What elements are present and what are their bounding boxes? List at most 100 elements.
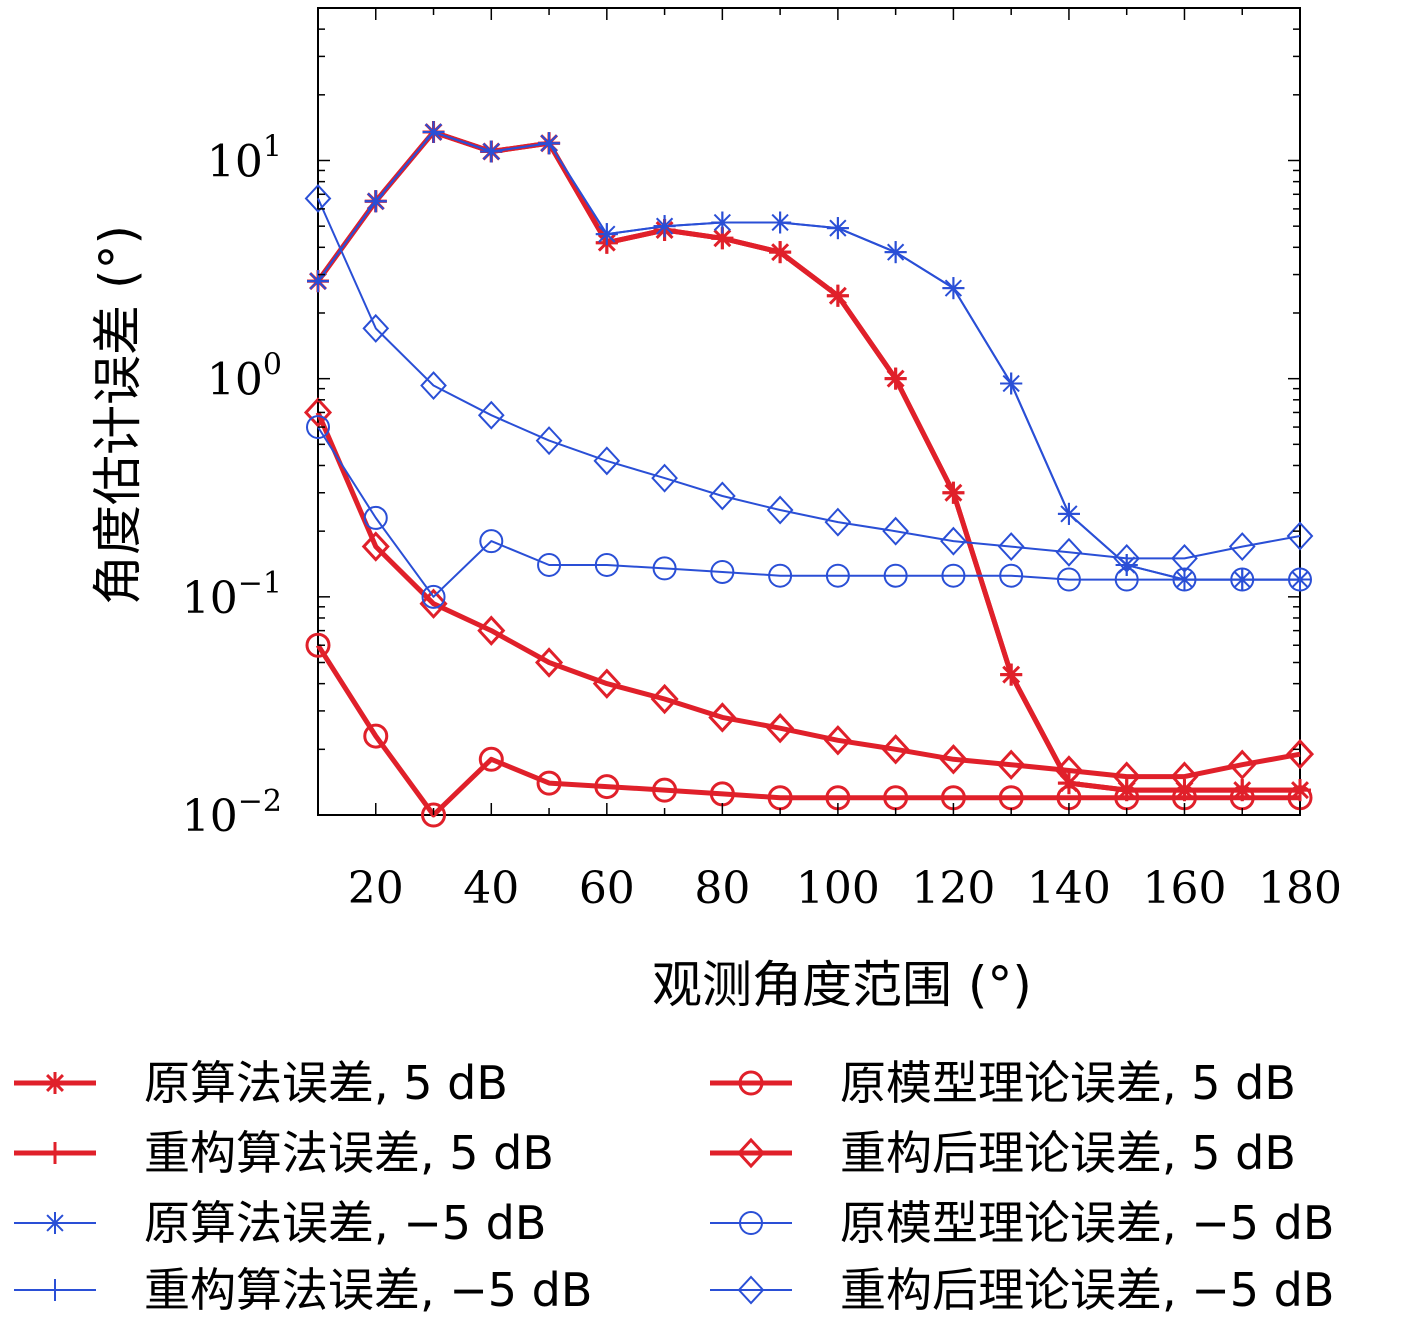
data-point (1056, 567, 1081, 592)
data-point (307, 270, 329, 293)
data-point (1055, 537, 1083, 567)
series-5 (305, 632, 1313, 828)
data-point (884, 241, 907, 264)
x-tick-label: 40 (463, 863, 519, 914)
legend-label: 原模型理论误差, −5 dB (840, 1196, 1334, 1250)
data-point (364, 190, 387, 213)
legend-label: 重构后理论误差, −5 dB (840, 1263, 1334, 1317)
data-point (1228, 749, 1257, 780)
y-tick-exponent: 0 (263, 348, 282, 383)
legend-marker (736, 1137, 766, 1169)
legend-item: 原模型理论误差, −5 dB (710, 1196, 1334, 1250)
data-point (652, 556, 677, 581)
data-point (480, 140, 503, 163)
data-point (650, 683, 679, 715)
legend-item: 原模型理论误差, 5 dB (710, 1056, 1296, 1110)
data-point (768, 563, 793, 588)
legend-label: 重构后理论误差, 5 dB (840, 1126, 1296, 1180)
legend: 原算法误差, 5 dB 重构算法误差, 5 dB 原算法误差, −5 dB 重构算法误… (14, 1056, 1334, 1317)
series-7 (306, 415, 1312, 609)
legend-item: 重构后理论误差, −5 dB (710, 1263, 1334, 1317)
data-point (594, 552, 619, 577)
legend-label: 原算法误差, 5 dB (144, 1056, 508, 1110)
data-point (477, 400, 505, 430)
data-point (942, 481, 965, 504)
data-point (1000, 372, 1023, 395)
y-tick-base: 10 (207, 136, 263, 187)
data-point (594, 774, 620, 800)
data-point (478, 746, 504, 772)
legend-marker (44, 1212, 66, 1234)
x-tick-label: 20 (348, 863, 404, 914)
data-point (652, 777, 678, 803)
plot-frame (317, 7, 1301, 816)
series-6 (303, 397, 1315, 792)
data-point (421, 584, 446, 609)
legend-label: 重构算法误差, 5 dB (144, 1126, 554, 1180)
data-point (766, 712, 795, 744)
data-point (1170, 761, 1199, 792)
y-tick-label: 10−1 (182, 566, 282, 624)
y-tick-label: 10−2 (182, 784, 282, 842)
data-point (1172, 567, 1197, 592)
data-point (653, 215, 676, 238)
y-tick-label: 101 (207, 129, 282, 187)
data-point (595, 223, 618, 246)
data-point (421, 802, 447, 828)
data-point (883, 563, 908, 588)
data-point (362, 313, 390, 343)
legend-label: 重构算法误差, −5 dB (144, 1263, 592, 1317)
data-point (826, 284, 849, 307)
data-point (823, 725, 852, 756)
data-point (1171, 543, 1198, 573)
x-tick-label: 140 (1027, 863, 1111, 914)
data-point (537, 552, 562, 577)
series-4 (307, 121, 1311, 591)
legend-marker (44, 1142, 66, 1164)
data-point (942, 277, 965, 300)
data-point (361, 531, 390, 562)
data-point (1285, 738, 1315, 770)
y-tick-exponent: −1 (238, 566, 282, 601)
data-point (303, 397, 333, 428)
data-point (939, 744, 968, 775)
legend-marker (738, 1070, 764, 1096)
series-line (317, 197, 1301, 560)
legend-item: 原算法误差, −5 dB (14, 1196, 546, 1250)
data-point (1230, 567, 1255, 592)
data-point (941, 563, 966, 588)
data-point (419, 588, 448, 619)
data-point (1286, 521, 1314, 551)
data-point (420, 371, 447, 401)
data-point (769, 211, 792, 234)
data-point (711, 211, 734, 234)
series-line (317, 131, 1300, 581)
data-point (769, 241, 792, 264)
data-point (305, 632, 331, 658)
data-point (363, 505, 388, 530)
y-tick-base: 10 (182, 573, 238, 624)
data-point (538, 132, 561, 155)
plot-area (317, 7, 1301, 816)
data-point (593, 446, 621, 476)
series-line (317, 426, 1300, 598)
series-3 (307, 121, 1311, 591)
data-point (826, 217, 849, 240)
legend-item: 重构算法误差, 5 dB (14, 1126, 554, 1180)
x-tick-label: 180 (1258, 863, 1342, 914)
data-point (535, 426, 563, 456)
data-point (710, 559, 735, 584)
data-point (997, 749, 1026, 780)
data-point (477, 615, 506, 646)
y-axis-label: 角度估计误差 (°) (89, 225, 147, 605)
series-line (317, 131, 1300, 581)
y-tick-base: 10 (207, 355, 263, 406)
data-point (536, 770, 562, 796)
series-line (315, 411, 1301, 780)
data-point (1288, 567, 1312, 592)
data-point (1054, 755, 1083, 786)
data-point (651, 463, 678, 493)
data-point (1112, 761, 1141, 792)
